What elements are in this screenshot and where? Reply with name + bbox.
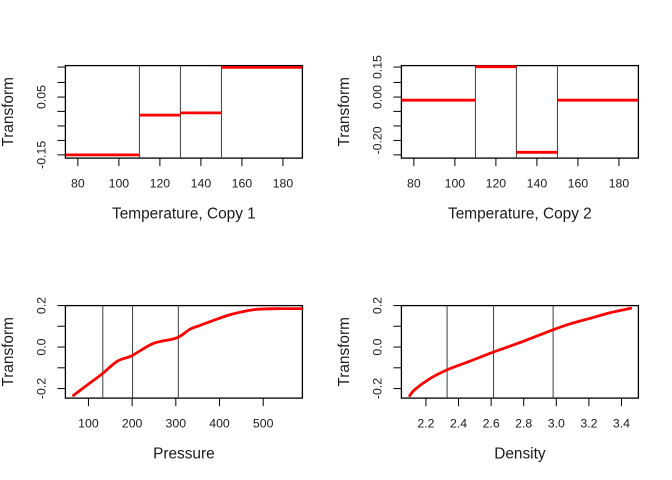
svg-text:400: 400 bbox=[209, 417, 230, 431]
svg-text:200: 200 bbox=[122, 417, 143, 431]
svg-text:0.2: 0.2 bbox=[35, 297, 49, 314]
svg-text:3.2: 3.2 bbox=[580, 417, 597, 431]
svg-text:2.6: 2.6 bbox=[483, 417, 500, 431]
svg-text:0.00: 0.00 bbox=[371, 85, 385, 109]
svg-text:Transform: Transform bbox=[336, 317, 353, 387]
svg-text:Transform: Transform bbox=[0, 317, 17, 387]
svg-text:Transform: Transform bbox=[0, 77, 17, 147]
svg-text:100: 100 bbox=[445, 177, 466, 191]
svg-text:140: 140 bbox=[191, 177, 212, 191]
svg-text:140: 140 bbox=[527, 177, 548, 191]
svg-text:0.0: 0.0 bbox=[371, 338, 385, 355]
svg-text:3.0: 3.0 bbox=[548, 417, 565, 431]
svg-text:180: 180 bbox=[609, 177, 630, 191]
svg-text:0.2: 0.2 bbox=[371, 297, 385, 314]
svg-text:160: 160 bbox=[232, 177, 253, 191]
svg-text:100: 100 bbox=[78, 417, 99, 431]
svg-text:Density: Density bbox=[494, 445, 546, 462]
svg-text:Temperature, Copy 1: Temperature, Copy 1 bbox=[112, 205, 256, 222]
svg-text:0.15: 0.15 bbox=[371, 55, 385, 79]
svg-text:80: 80 bbox=[71, 177, 85, 191]
svg-text:Temperature, Copy 2: Temperature, Copy 2 bbox=[448, 205, 592, 222]
svg-text:2.2: 2.2 bbox=[417, 417, 434, 431]
svg-text:3.4: 3.4 bbox=[613, 417, 630, 431]
svg-text:-0.2: -0.2 bbox=[35, 378, 49, 399]
svg-text:Pressure: Pressure bbox=[153, 445, 215, 462]
svg-text:120: 120 bbox=[486, 177, 507, 191]
svg-text:Transform: Transform bbox=[336, 77, 353, 147]
svg-text:0.05: 0.05 bbox=[35, 85, 49, 109]
svg-text:120: 120 bbox=[150, 177, 171, 191]
svg-text:300: 300 bbox=[166, 417, 187, 431]
svg-text:100: 100 bbox=[109, 177, 130, 191]
svg-text:0.0: 0.0 bbox=[35, 338, 49, 355]
svg-text:2.8: 2.8 bbox=[515, 417, 532, 431]
svg-text:-0.2: -0.2 bbox=[371, 378, 385, 399]
svg-text:180: 180 bbox=[273, 177, 294, 191]
svg-text:160: 160 bbox=[568, 177, 589, 191]
svg-text:-0.20: -0.20 bbox=[371, 126, 385, 154]
svg-text:2.4: 2.4 bbox=[450, 417, 467, 431]
svg-text:500: 500 bbox=[253, 417, 274, 431]
svg-text:-0.15: -0.15 bbox=[35, 141, 49, 169]
svg-text:80: 80 bbox=[407, 177, 421, 191]
